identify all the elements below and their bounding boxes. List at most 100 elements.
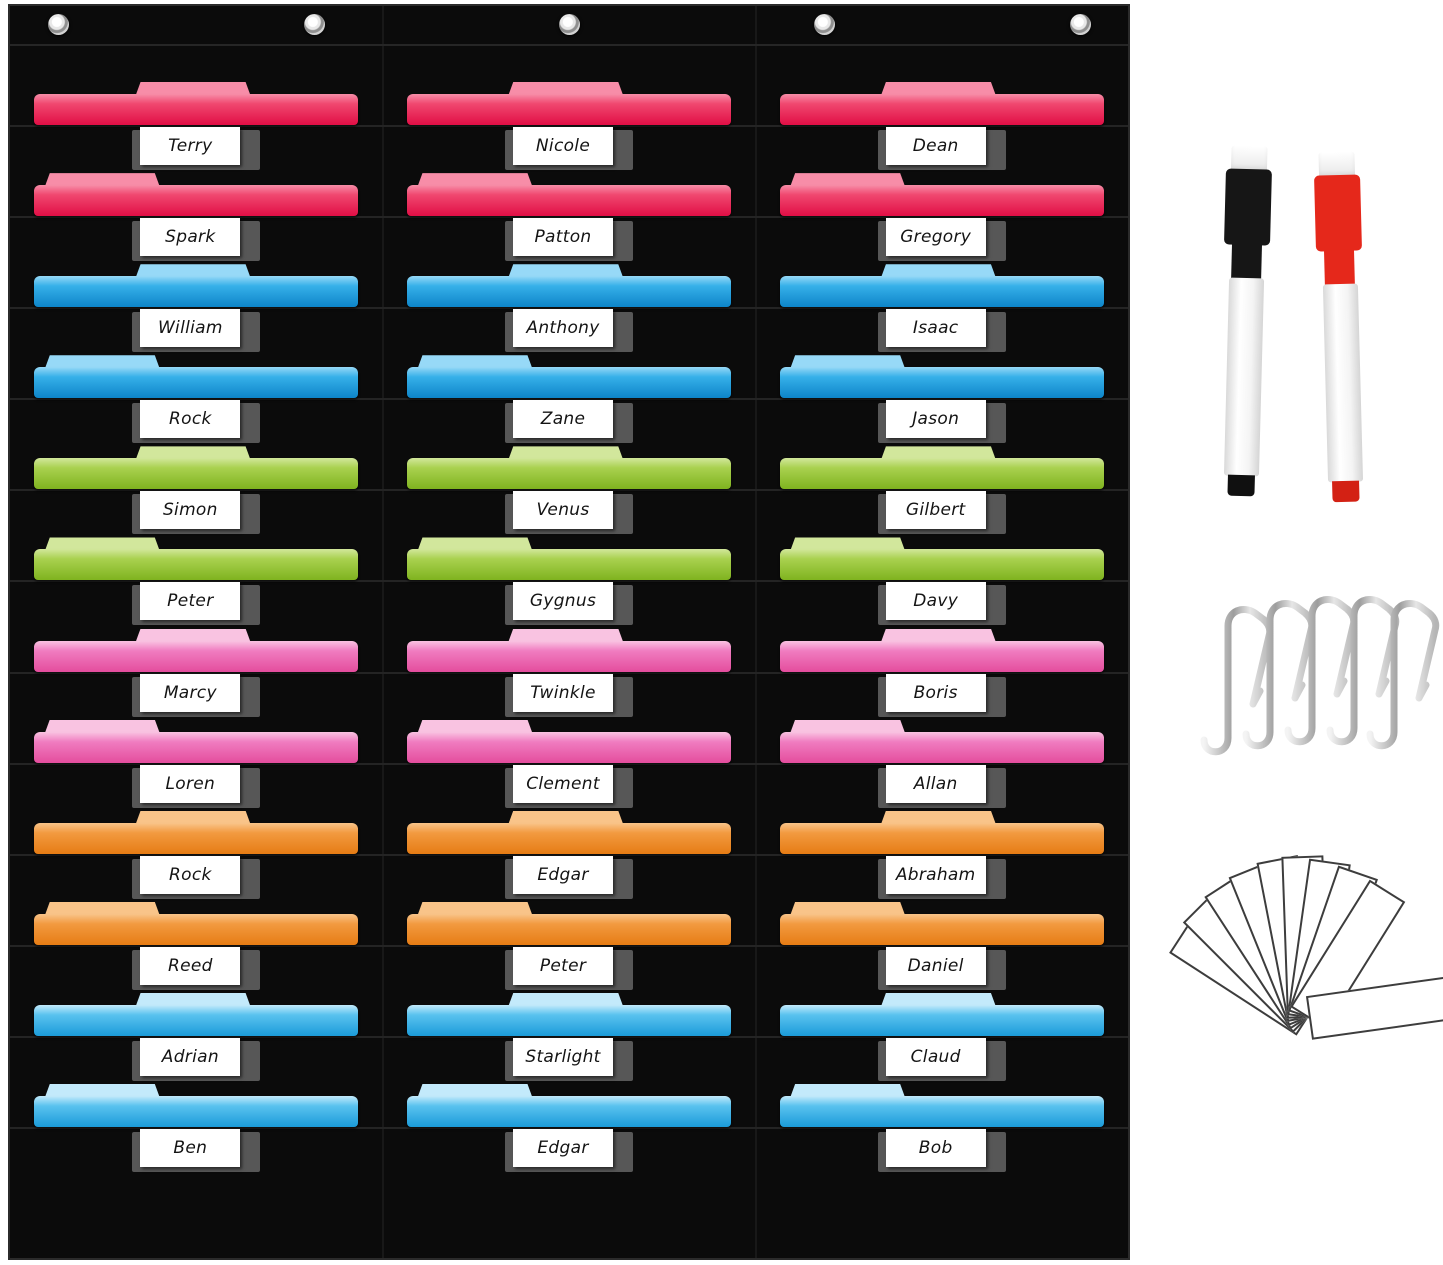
file-folder [779,82,1104,125]
folder-body [34,1004,359,1036]
file-folder [406,173,732,217]
marker-collar [1231,243,1263,280]
file-folder [34,82,359,125]
name-card: Simon [140,491,241,530]
file-folder [406,446,732,490]
label-holder: Adrian [132,1037,261,1081]
pocket-row: Loren Clement Allan [10,719,1128,811]
folder-body [34,185,359,217]
black-dry-erase-marker [1217,145,1272,497]
file-folder [779,173,1104,217]
folder-body [779,822,1104,854]
label-holder: Dean [877,127,1006,170]
label-holder: Rock [132,855,261,899]
name-card: Daniel [885,946,986,985]
label-holder: Anthony [505,309,633,353]
label-holder: Edgar [505,1129,633,1173]
folder-body [779,185,1104,217]
name-card: Zane [513,400,613,439]
pocket-row: Rock Edgar Abraham [10,810,1128,902]
file-folder [406,719,732,763]
file-folder [779,1084,1104,1128]
label-holder: Gygnus [505,582,633,626]
file-folder [779,355,1104,399]
folder-body [34,640,359,672]
label-holder: Nicole [505,127,633,170]
label-holder: Terry [132,127,261,170]
file-folder [34,628,359,672]
pocket-row: Adrian Starlight Claud [10,992,1128,1084]
name-card: Edgar [513,855,613,894]
pocket-row: Ben Edgar Bob [10,1084,1128,1175]
name-card: Bob [885,1129,986,1168]
folder-body [406,185,732,217]
grommet-eyelet [813,14,835,35]
file-folder [34,1084,359,1128]
file-folder [34,719,359,763]
label-holder: Venus [505,491,633,535]
name-card: Dean [885,127,986,165]
name-card: Gilbert [885,491,986,530]
name-card: Claud [885,1037,986,1076]
name-card: Starlight [513,1037,613,1076]
name-card: Edgar [513,1129,613,1168]
pocket-row: Reed Peter Daniel [10,901,1128,993]
folder-body [406,640,732,672]
pocket-row: Rock Zane Jason [10,355,1128,446]
name-card: Allan [885,764,986,803]
file-folder [406,992,732,1036]
marker-end-plug [1331,480,1360,503]
file-folder [779,901,1104,945]
label-holder: Abraham [877,855,1006,899]
label-holder: Gilbert [877,491,1006,535]
folder-body [406,822,732,854]
folder-body [34,276,359,308]
folder-body [779,640,1104,672]
pocket-row: Simon Venus Gilbert [10,446,1128,537]
folder-body [406,458,732,490]
file-folder [779,719,1104,763]
file-folder [34,810,359,854]
file-folder [406,628,732,672]
name-card: William [140,309,241,348]
name-card: Gregory [885,218,986,257]
label-holder: Marcy [132,673,261,717]
name-card: Marcy [140,673,241,712]
name-card: Patton [513,218,613,257]
red-dry-erase-marker [1313,151,1368,503]
name-card: Boris [885,673,986,712]
label-holder: Reed [132,946,261,990]
label-holder: Claud [877,1037,1006,1081]
folder-body [406,549,732,581]
folder-body [779,1096,1104,1128]
marker-cap [1314,174,1363,252]
label-holder: Davy [877,582,1006,626]
folder-body [34,458,359,490]
pocket-row: Spark Patton Gregory [10,173,1128,264]
file-folder [34,537,359,581]
grommet-eyelet [1069,14,1091,35]
name-card: Spark [140,218,241,257]
name-card: Peter [513,946,613,985]
file-folder [34,264,359,308]
folder-body [34,822,359,854]
name-card: Ben [140,1129,241,1168]
label-holder: Daniel [877,946,1006,990]
marker-cap [1223,168,1272,246]
name-card: Gygnus [513,582,613,621]
name-card: Clement [513,764,613,803]
file-folder [34,173,359,217]
pocket-row: William Anthony Isaac [10,264,1128,355]
folder-body [406,1096,732,1128]
folder-body [406,913,732,945]
pocket-rows: Terry Nicole Dean Spark Patton Gregory [10,46,1128,1175]
folder-body [779,276,1104,308]
folder-body [779,549,1104,581]
file-folder [779,992,1104,1036]
folder-body [34,94,359,125]
file-folder [406,1084,732,1128]
name-card: Adrian [140,1037,241,1076]
chart-header [10,6,1128,46]
file-folder [779,810,1104,854]
label-holder: Clement [505,764,633,808]
